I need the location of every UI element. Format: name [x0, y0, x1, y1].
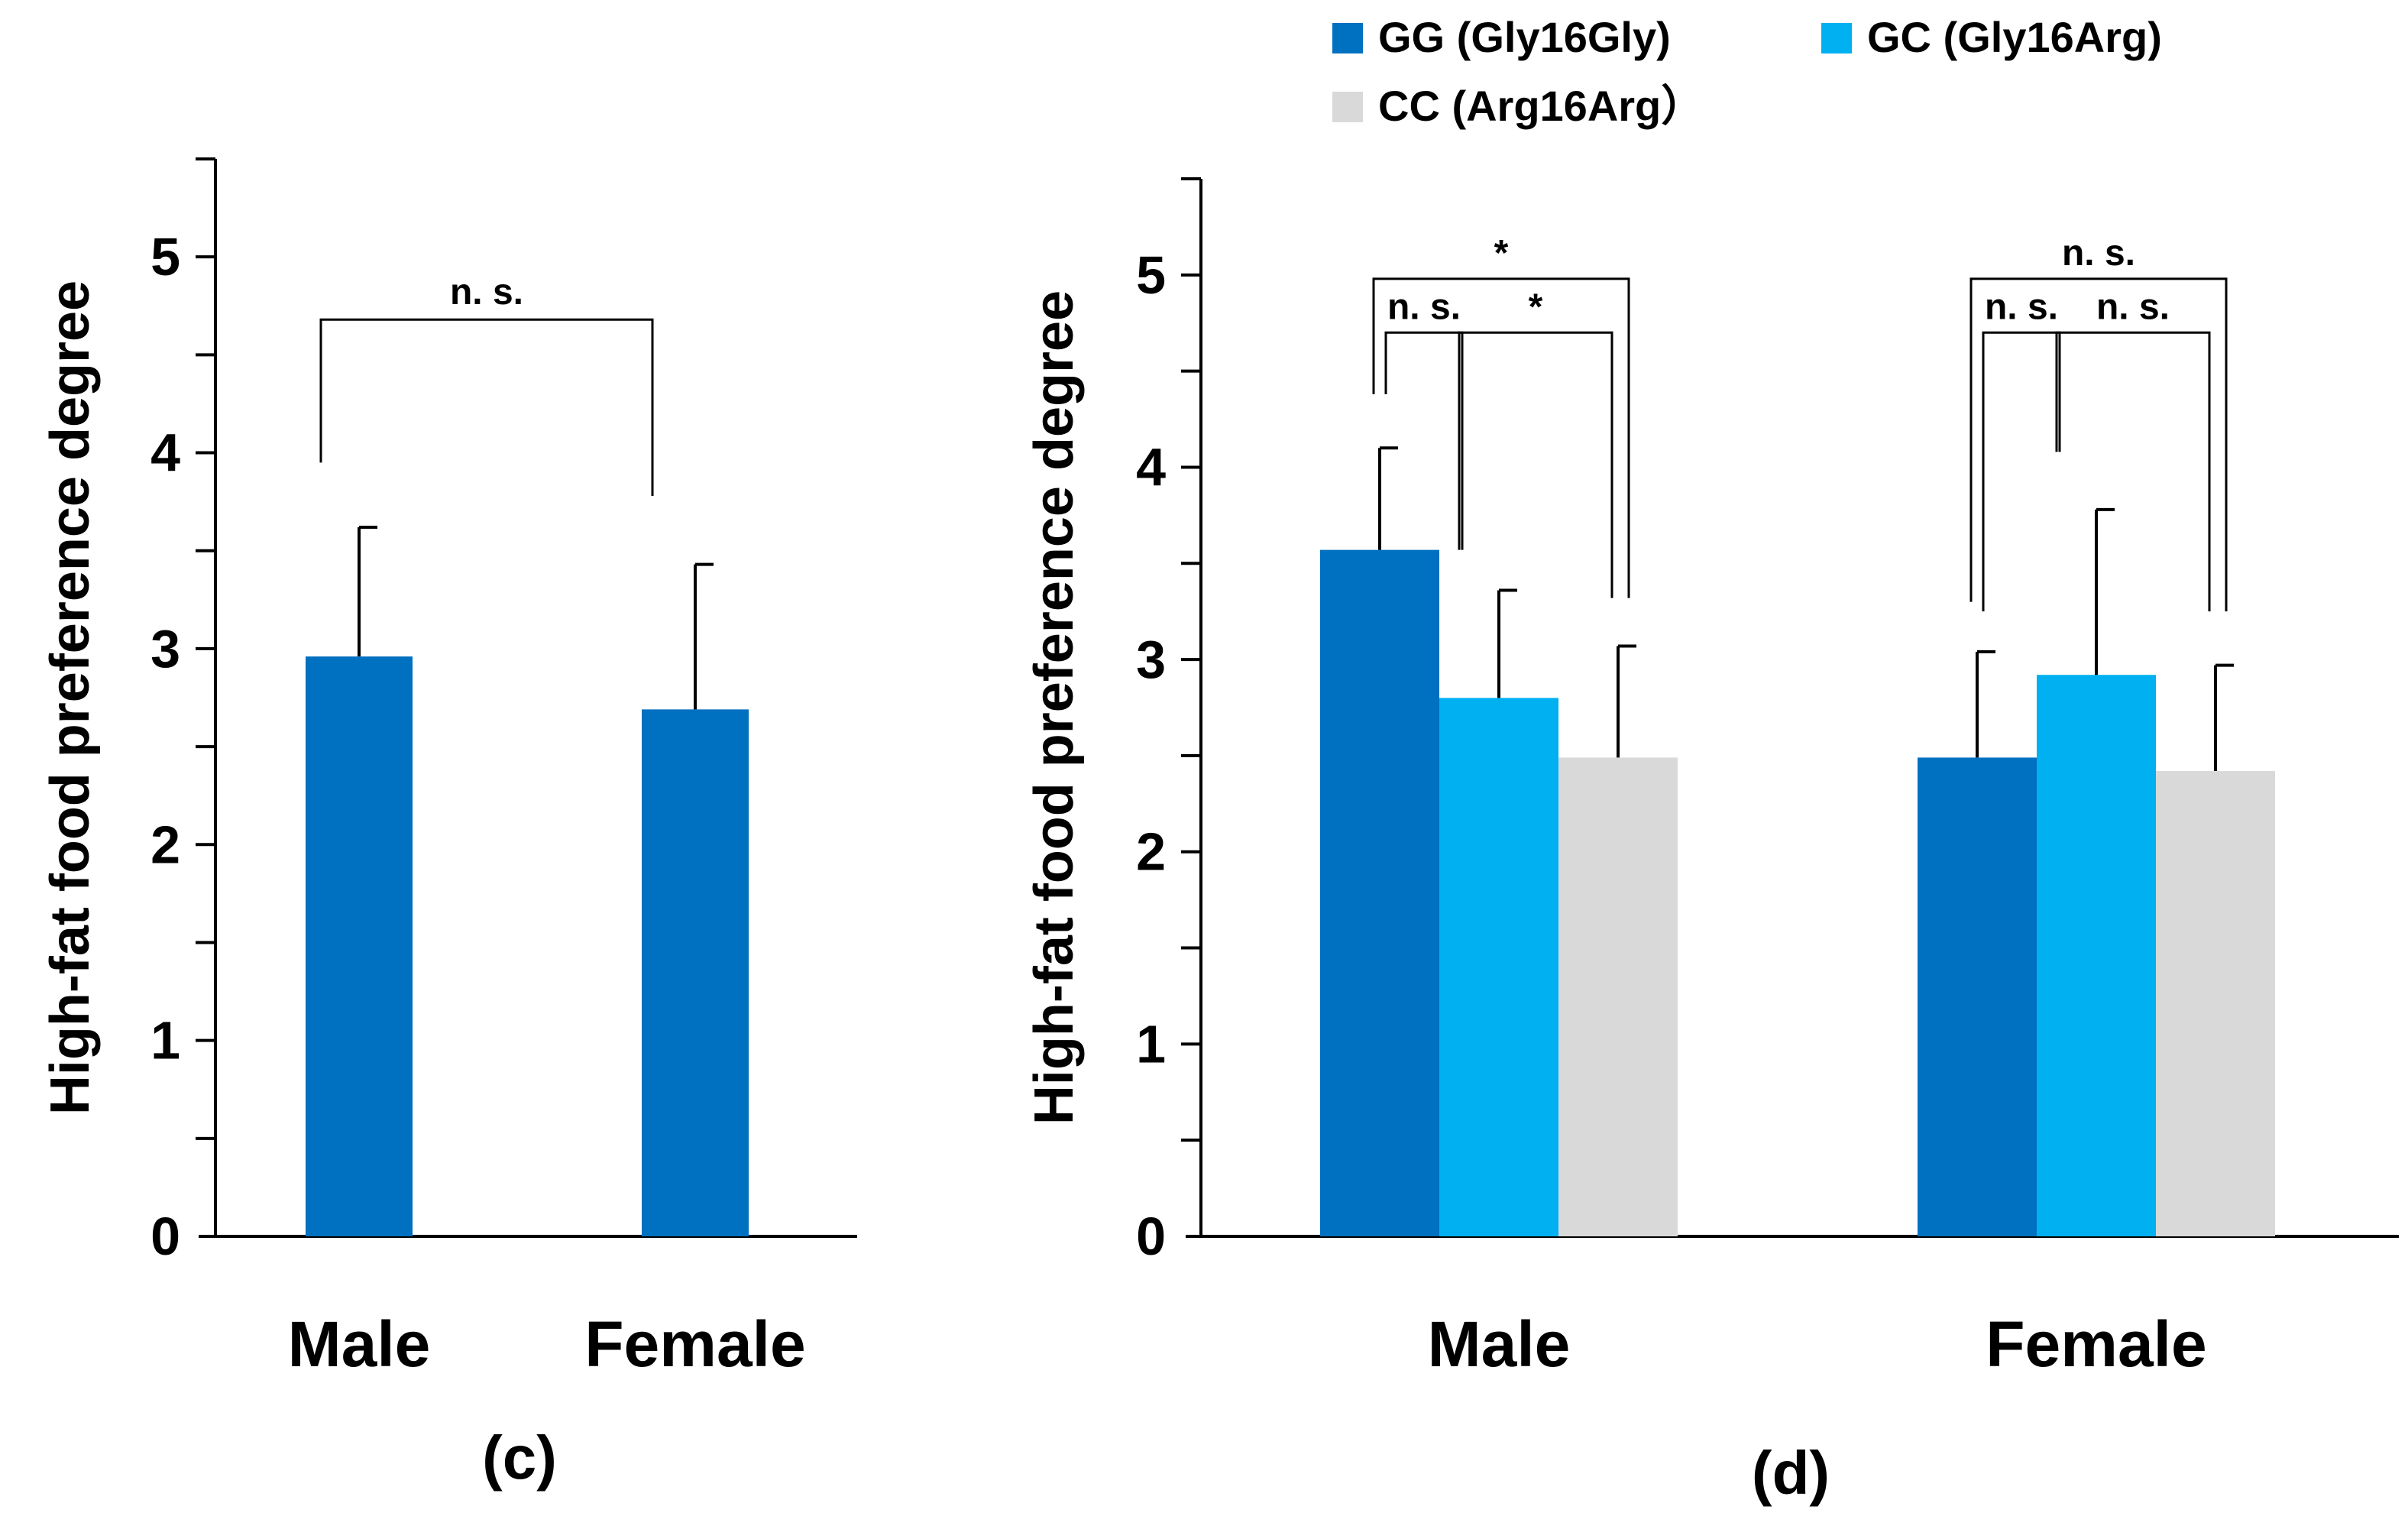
y-tick-label: 2 — [1136, 822, 1166, 882]
significance-bracket — [1372, 277, 1630, 598]
bar — [1320, 549, 1439, 1236]
x-category-label: Male — [1428, 1308, 1571, 1380]
bar — [642, 709, 749, 1236]
chart-panel-d: 0 1 2 3 4 5 High-fat food preference degree Mal… — [1024, 13, 2399, 1507]
significance-label: n. s. — [2096, 287, 2170, 327]
y-tick-label: 3 — [150, 619, 180, 679]
y-tick-label: 5 — [150, 227, 180, 287]
significance-label: n. s. — [1387, 287, 1461, 327]
panel-label: (d) — [1752, 1439, 1830, 1507]
significance-label: * — [1494, 233, 1509, 274]
bar — [1558, 757, 1678, 1236]
significance-bracket — [2055, 331, 2211, 612]
y-axis-label: High-fat food preference degree — [1024, 290, 1085, 1125]
legend: GG (Gly16Gly) GC (Gly16Arg) CC (Arg16Arg） — [1332, 13, 2162, 130]
significance-label: * — [1529, 287, 1543, 327]
legend-swatch — [1332, 92, 1363, 122]
significance-bracket — [1458, 331, 1613, 598]
legend-label: GC (Gly16Arg) — [1867, 13, 2162, 61]
bar — [2156, 771, 2275, 1236]
legend-label: CC (Arg16Arg） — [1378, 82, 1704, 130]
y-tick-label: 4 — [150, 423, 180, 483]
y-tick-label: 2 — [150, 815, 180, 874]
significance-bracket — [1969, 277, 2228, 612]
y-tick-label: 1 — [150, 1011, 180, 1071]
bar — [2037, 675, 2156, 1236]
significance-label: n. s. — [2062, 233, 2135, 274]
legend-swatch — [1332, 23, 1363, 53]
x-category-label: Female — [584, 1308, 806, 1380]
y-tick-label: 0 — [150, 1207, 180, 1266]
y-tick-label: 3 — [1136, 630, 1166, 689]
significance-bracket — [1384, 331, 1464, 550]
y-tick-label: 1 — [1136, 1014, 1166, 1074]
bar — [1918, 757, 2037, 1236]
legend-label: GG (Gly16Gly) — [1378, 13, 1671, 61]
chart-panel-c: 0 1 2 3 4 5 High-fat food preference degree Mal… — [40, 157, 857, 1492]
significance-bracket — [319, 318, 654, 496]
legend-swatch — [1821, 23, 1852, 53]
bar — [1439, 698, 1558, 1236]
y-axis-label: High-fat food preference degree — [40, 280, 101, 1115]
significance-label: n. s. — [1985, 287, 2058, 327]
bar — [306, 656, 413, 1236]
panel-label: (c) — [482, 1424, 557, 1492]
x-category-label: Male — [288, 1308, 431, 1380]
y-tick-label: 0 — [1136, 1207, 1166, 1266]
x-category-label: Female — [1986, 1308, 2207, 1380]
significance-label: n. s. — [450, 272, 523, 313]
y-tick-label: 4 — [1136, 437, 1166, 497]
significance-bracket — [1982, 331, 2061, 612]
y-tick-label: 5 — [1136, 245, 1166, 305]
